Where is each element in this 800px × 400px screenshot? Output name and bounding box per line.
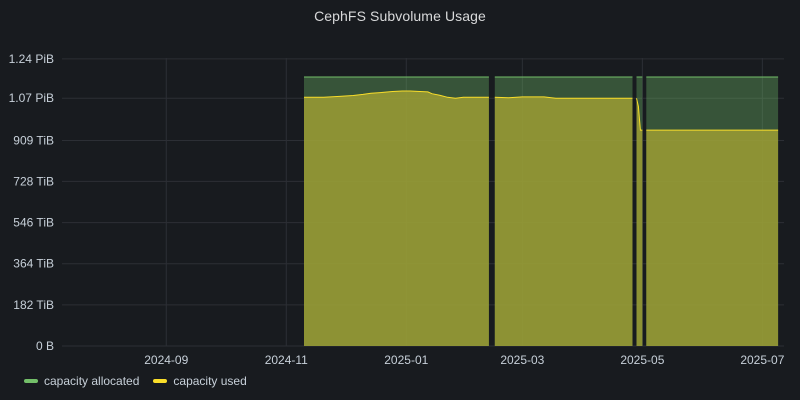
legend-swatch-allocated bbox=[24, 379, 38, 383]
y-tick-label: 182 TiB bbox=[13, 298, 54, 312]
legend-item-capacity-used[interactable]: capacity used bbox=[153, 374, 247, 388]
y-tick-label: 0 B bbox=[36, 339, 54, 353]
y-tick-label: 364 TiB bbox=[13, 257, 54, 271]
x-tick-label: 2025-07 bbox=[740, 353, 784, 367]
x-axis-ticks: 2024-09 2024-11 2025-01 2025-03 2025-05 2025-… bbox=[144, 353, 784, 367]
series-line-capacity-used-seg-0 bbox=[304, 90, 489, 99]
y-tick-label: 1.24 PiB bbox=[9, 52, 54, 66]
y-tick-label: 1.07 PiB bbox=[9, 91, 54, 105]
legend-label-used: capacity used bbox=[173, 374, 247, 388]
legend-item-capacity-allocated[interactable]: capacity allocated bbox=[24, 374, 139, 388]
y-tick-label: 909 TiB bbox=[13, 134, 54, 148]
y-tick-label: 728 TiB bbox=[13, 174, 54, 188]
series-line-capacity-used-seg-2 bbox=[636, 98, 643, 131]
series-line-capacity-used-seg-1 bbox=[494, 96, 633, 99]
series-lines bbox=[304, 76, 779, 131]
legend-swatch-used bbox=[153, 379, 168, 383]
y-tick-label: 546 TiB bbox=[13, 216, 54, 230]
series-area-capacity-used-seg-3 bbox=[646, 130, 779, 346]
panel-title: CephFS Subvolume Usage bbox=[314, 8, 486, 24]
series-area-capacity-used-seg-2 bbox=[636, 98, 643, 346]
chart-legend: capacity allocated capacity used bbox=[24, 373, 247, 389]
x-tick-label: 2024-09 bbox=[144, 353, 188, 367]
legend-label-allocated: capacity allocated bbox=[44, 374, 140, 388]
series-area-capacity-used-seg-1 bbox=[494, 96, 633, 347]
x-tick-label: 2024-11 bbox=[265, 353, 308, 367]
series-areas bbox=[304, 77, 779, 347]
x-tick-label: 2025-05 bbox=[620, 353, 664, 367]
x-tick-label: 2025-01 bbox=[384, 353, 428, 367]
x-tick-label: 2025-03 bbox=[500, 353, 544, 367]
series-area-capacity-used-seg-0 bbox=[304, 91, 489, 346]
y-axis-ticks: 0 B 182 TiB 364 TiB 546 TiB 728 TiB 909 TiB 1.… bbox=[9, 52, 54, 353]
